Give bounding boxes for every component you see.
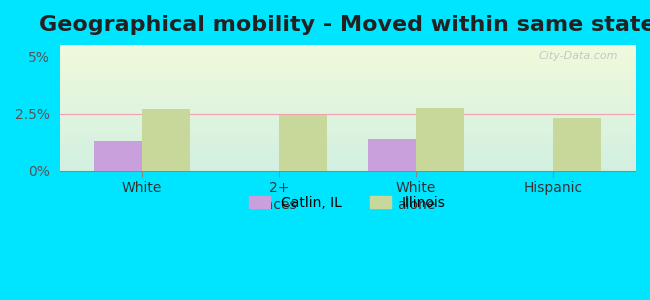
Bar [94, 141, 142, 171]
Bar [142, 109, 190, 171]
Bar [279, 115, 327, 171]
Title: Geographical mobility - Moved within same state: Geographical mobility - Moved within sam… [39, 15, 650, 35]
Bar [416, 108, 464, 171]
Bar [368, 139, 416, 171]
Text: City-Data.com: City-Data.com [538, 51, 617, 61]
Legend: Catlin, IL, Illinois: Catlin, IL, Illinois [242, 189, 452, 217]
Bar [552, 118, 601, 171]
